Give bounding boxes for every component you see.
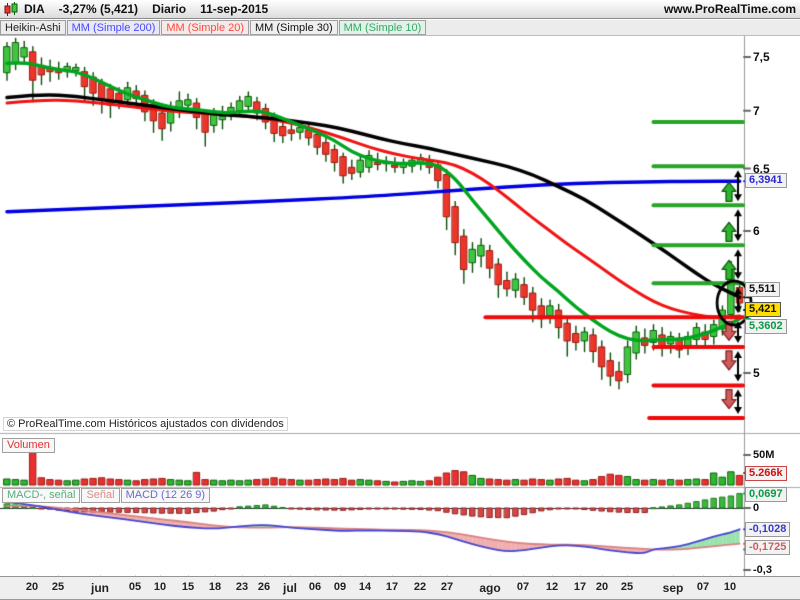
price-axis-tick-label: 7 [753, 103, 760, 118]
candlestick-icon [4, 1, 18, 16]
x-axis-day-label[interactable]: 18 [208, 581, 222, 593]
price-value-label: 5,3602 [745, 318, 787, 334]
price-axis-tick-label: 6 [753, 223, 760, 238]
x-axis-day-label[interactable]: 07 [696, 581, 710, 593]
macd-panel-legend: MACD-, señal Señal MACD (12 26 9) [2, 488, 211, 503]
x-axis-day-label[interactable]: 27 [440, 581, 454, 593]
legend-mm-simple-30[interactable]: MM (Simple 30) [250, 20, 338, 35]
x-axis-month-label[interactable]: jul [283, 581, 297, 595]
price-axis-tick-label: 7,5 [753, 50, 770, 64]
x-axis-day-label[interactable]: 15 [181, 581, 195, 593]
volume-axis-tick-label: 50M [753, 449, 775, 461]
x-axis-day-label[interactable]: 07 [516, 581, 530, 593]
legend-mm-simple-10[interactable]: MM (Simple 10) [338, 20, 427, 35]
x-axis-day-label[interactable]: 10 [153, 581, 167, 593]
x-axis-month-label[interactable]: jun [91, 581, 109, 595]
x-axis-day-label[interactable]: 22 [413, 581, 427, 593]
session-date: 11-sep-2015 [200, 2, 269, 16]
volume-panel-legend: Volumen [2, 438, 56, 453]
x-axis-day-label[interactable]: 10 [723, 581, 737, 593]
price-value-label: 5,421 [745, 301, 781, 317]
legend-heikin-ashi[interactable]: Heikin-Ashi [0, 20, 66, 35]
x-axis-day-label[interactable]: 23 [235, 581, 249, 593]
x-axis-day-label[interactable]: 17 [385, 581, 399, 593]
macd-settings-label[interactable]: MACD (12 26 9) [120, 488, 211, 503]
copyright-note: © ProRealTime.com Históricos ajustados c… [3, 417, 288, 431]
x-axis-month-label[interactable]: ago [479, 581, 501, 595]
volume-label[interactable]: Volumen [2, 438, 55, 453]
legend-mm-simple-200[interactable]: MM (Simple 200) [66, 20, 161, 35]
macd-value-label: -0,1725 [745, 539, 791, 555]
dividend-adjustment-note: Históricos ajustados con dividendos [108, 418, 284, 430]
x-axis-day-label[interactable]: 17 [573, 581, 587, 593]
macd-axis-tick-label: 0 [753, 502, 760, 514]
x-axis-day-label[interactable]: 12 [545, 581, 559, 593]
title-bar: DIA -3,27% (5,421) Diario 11-sep-2015 ww… [0, 0, 800, 19]
price-axis-tick-label: 6,5 [753, 161, 770, 176]
x-axis-day-label[interactable]: 14 [358, 581, 372, 593]
indicator-legend-bar: Heikin-Ashi MM (Simple 200) MM (Simple 2… [0, 20, 800, 36]
prorealtime-url: www.ProRealTime.com [663, 2, 796, 16]
daily-change: -3,27% (5,421) [58, 2, 139, 16]
symbol-name: DIA [24, 2, 45, 16]
legend-mm-simple-20[interactable]: MM (Simple 20) [161, 20, 250, 35]
x-axis-day-label[interactable]: 25 [51, 581, 65, 593]
macd-value-label: -0,1028 [745, 522, 791, 538]
volume-value-label: 5.266k [745, 466, 787, 481]
x-axis-day-label[interactable]: 20 [25, 581, 39, 593]
x-axis-day-label[interactable]: 20 [595, 581, 609, 593]
macd-axis-tick-label: -0,3 [753, 564, 772, 577]
copyright-text: © ProRealTime.com [7, 418, 106, 430]
macd-histogram-label[interactable]: MACD-, señal [2, 488, 81, 503]
x-axis-day-label[interactable]: 09 [333, 581, 347, 593]
x-axis-day-label[interactable]: 06 [308, 581, 322, 593]
macd-signal-label[interactable]: Señal [81, 488, 120, 503]
x-axis-day-label[interactable]: 26 [257, 581, 271, 593]
macd-value-label: 0,0697 [745, 486, 787, 502]
x-axis-day-label[interactable]: 05 [128, 581, 142, 593]
price-value-label: 6,3941 [745, 173, 787, 189]
price-value-label: 5,511 [745, 282, 780, 298]
price-axis-tick-label: 5 [753, 365, 760, 380]
timeframe-label: Diario [152, 2, 187, 16]
x-axis-month-label[interactable]: sep [662, 581, 684, 595]
x-axis-day-label[interactable]: 25 [620, 581, 634, 593]
